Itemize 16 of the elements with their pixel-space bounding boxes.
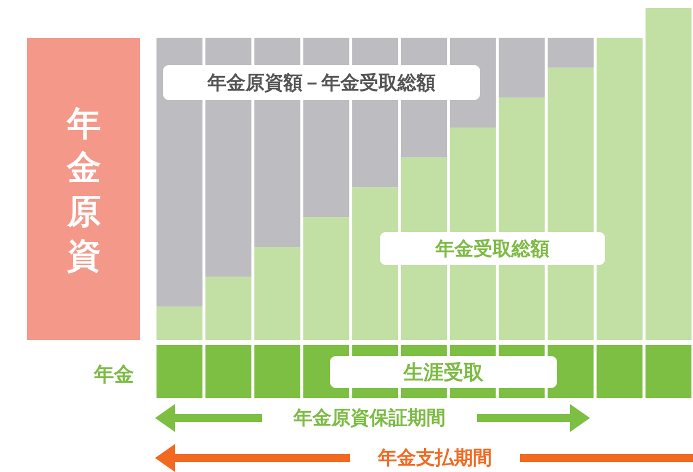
series-label: 年金原資額－年金受取総額 <box>208 70 436 96</box>
text: 年金 <box>94 360 134 388</box>
label-plate: 年金原資額－年金受取総額 <box>163 65 480 100</box>
bar <box>205 276 252 340</box>
bar <box>156 306 202 340</box>
label-plate: 生涯受取 <box>330 356 557 388</box>
bar <box>352 187 398 340</box>
series-label: 年金受取総額 <box>436 236 550 262</box>
bar <box>254 247 300 340</box>
bar <box>596 38 643 340</box>
text: 年金原資 <box>65 103 102 278</box>
bar <box>548 38 594 68</box>
bar <box>498 38 545 98</box>
bar <box>303 217 350 340</box>
bar <box>646 8 692 340</box>
label-plate: 年金受取総額 <box>380 232 605 265</box>
